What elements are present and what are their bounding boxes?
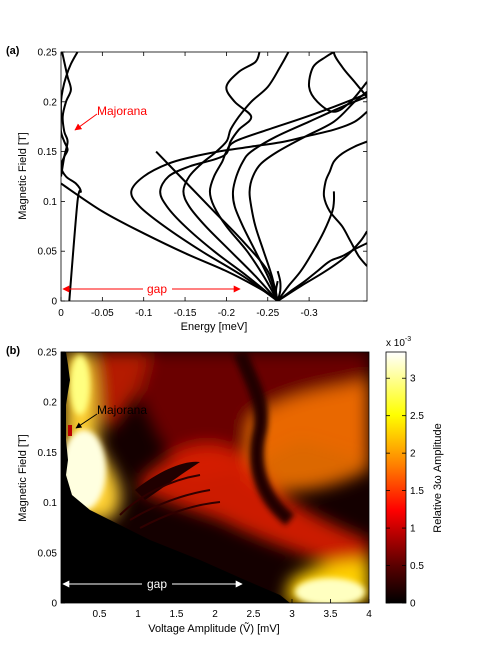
- panel-a-series-line-16: [276, 270, 282, 301]
- panel-a-x-tick-label: -0.2: [218, 308, 236, 319]
- panel-a-majorana-label: Majorana: [97, 104, 147, 118]
- panel-a: (a) 0 -0.05 -0.1 -0.15 -0.2 -0.25 -0.3 0 0.05 0.…: [6, 45, 368, 333]
- heatmap-dark-ridge: [233, 352, 295, 526]
- panel-a-series-line-7: [208, 92, 367, 301]
- heatmap-dark-wedge: [135, 461, 200, 500]
- panel-b-y-tick-label: 0.2: [43, 398, 57, 409]
- heatmap-region-upper-right: [245, 380, 369, 491]
- panel-a-x-ticks: 0 -0.05 -0.1 -0.15 -0.2 -0.25 -0.3: [58, 52, 318, 319]
- panel-a-y-tick-label: 0: [51, 297, 57, 308]
- panel-a-series-line-8: [231, 95, 367, 301]
- panel-a-series-line-3: [155, 150, 279, 301]
- panel-a-x-tick-label: -0.15: [174, 308, 197, 319]
- colorbar-label: Relative 3ω Amplitude: [432, 423, 444, 532]
- panel-b-x-tick-label: 0.5: [93, 609, 107, 620]
- panel-a-series-line-1: [61, 52, 72, 177]
- colorbar-exponent-base: x 10: [386, 338, 405, 349]
- panel-b-y-tick-label: 0.1: [43, 498, 57, 509]
- colorbar-tick-label: 1.5: [410, 486, 424, 497]
- panel-a-axes-box: [60, 51, 368, 302]
- panel-b-y-tick-label: 0.25: [38, 348, 58, 359]
- panel-a-x-tick-label: -0.25: [256, 308, 279, 319]
- colorbar-tick-label: 3: [410, 374, 416, 385]
- panel-b-x-ticks: 0.5 1 1.5 2 2.5 3 3.5 4: [93, 599, 372, 620]
- colorbar-tick-label: 1: [410, 524, 416, 535]
- panel-a-x-tick-label: 0: [58, 308, 64, 319]
- panel-b-y-tick-label: 0.15: [38, 448, 58, 459]
- colorbar-tick-label: 2.5: [410, 411, 424, 422]
- panel-a-series-line-4: [130, 111, 367, 301]
- panel-a-x-tick-label: -0.05: [91, 308, 114, 319]
- panel-a-majorana-arrow: [74, 113, 98, 131]
- panel-a-series-line-17: [274, 280, 279, 301]
- panel-b-x-tick-label: 4: [366, 609, 372, 620]
- panel-a-series-line-5: [159, 52, 279, 301]
- panel-b-majorana-label: Majorana: [97, 403, 147, 417]
- panel-b-x-label: Voltage Amplitude (Ṽ) [mV]: [148, 622, 279, 635]
- panel-b: (b): [6, 336, 444, 635]
- colorbar-exponent-power: -3: [405, 336, 411, 343]
- colorbar-tick-label: 0: [410, 599, 416, 610]
- panel-b-y-tick-label: 0.05: [38, 548, 58, 559]
- panel-a-x-tick-label: -0.3: [300, 308, 318, 319]
- panel-b-y-label: Magnetic Field [T]: [17, 434, 29, 521]
- panel-a-series-line-11: [277, 230, 367, 301]
- panel-b-heatmap: [61, 352, 369, 603]
- panel-a-series-line-13: [322, 140, 367, 267]
- heatmap-region-top-strip: [95, 352, 150, 430]
- panel-b-gap-label: gap: [147, 577, 167, 591]
- panel-a-series-line-6: [182, 52, 290, 301]
- panel-a-y-tick-label: 0.2: [43, 97, 57, 108]
- panel-a-y-label: Magnetic Field [T]: [17, 132, 29, 219]
- panel-b-x-tick-label: 1.5: [170, 609, 184, 620]
- panel-a-label: (a): [6, 45, 20, 57]
- panel-b-y-ticks: 0 0.05 0.1 0.15 0.2 0.25: [38, 348, 65, 610]
- heatmap-gap-region: [61, 352, 290, 603]
- panel-a-y-tick-label: 0.1: [43, 197, 57, 208]
- panel-b-majorana-arrow: [75, 413, 98, 429]
- panel-a-series-line-15: [332, 52, 367, 98]
- heatmap-hotspot-left: [62, 430, 106, 510]
- heatmap-region-middle-band: [140, 445, 369, 575]
- panel-a-series-line-9: [248, 91, 367, 301]
- colorbar-gradient: [385, 351, 407, 604]
- heatmap-hotspot-bottom-right: [295, 578, 365, 603]
- panel-b-y-tick-label: 0: [51, 599, 57, 610]
- panel-a-series-line-12: [277, 242, 367, 301]
- panel-b-x-tick-label: 1: [135, 609, 141, 620]
- panel-b-x-tick-label: 2: [212, 609, 218, 620]
- heatmap-dark-streaks: [119, 474, 221, 529]
- heatmap-majorana-spot: [68, 425, 72, 436]
- panel-b-label: (b): [6, 345, 20, 357]
- panel-a-y-ticks: 0 0.05 0.1 0.15 0.2 0.25: [38, 48, 367, 308]
- panel-a-y-tick-label: 0.25: [38, 48, 58, 59]
- heatmap-hotspot-top-left: [70, 355, 90, 415]
- colorbar-ticks: 0 0.5 1 1.5 2 2.5 3: [386, 374, 424, 610]
- panel-a-x-tick-label: -0.1: [135, 308, 153, 319]
- panel-a-y-tick-label: 0.05: [38, 247, 58, 258]
- panel-a-gap-label: gap: [147, 282, 167, 296]
- colorbar: 0 0.5 1 1.5 2 2.5 3 x 10-3 Relative 3ω Amplitu…: [385, 336, 444, 610]
- panel-a-series-line-10: [276, 191, 336, 301]
- panel-b-x-tick-label: 3.5: [324, 609, 338, 620]
- panel-a-y-tick-label: 0.15: [38, 147, 58, 158]
- colorbar-tick-label: 0.5: [410, 561, 424, 572]
- colorbar-exponent: x 10-3: [386, 336, 411, 349]
- panel-b-x-tick-label: 3: [289, 609, 295, 620]
- colorbar-tick-label: 2: [410, 449, 416, 460]
- panel-a-series: [61, 52, 367, 301]
- panel-a-series-line-14: [307, 52, 367, 113]
- panel-a-x-label: Energy [meV]: [181, 321, 248, 333]
- panel-b-x-tick-label: 2.5: [247, 609, 261, 620]
